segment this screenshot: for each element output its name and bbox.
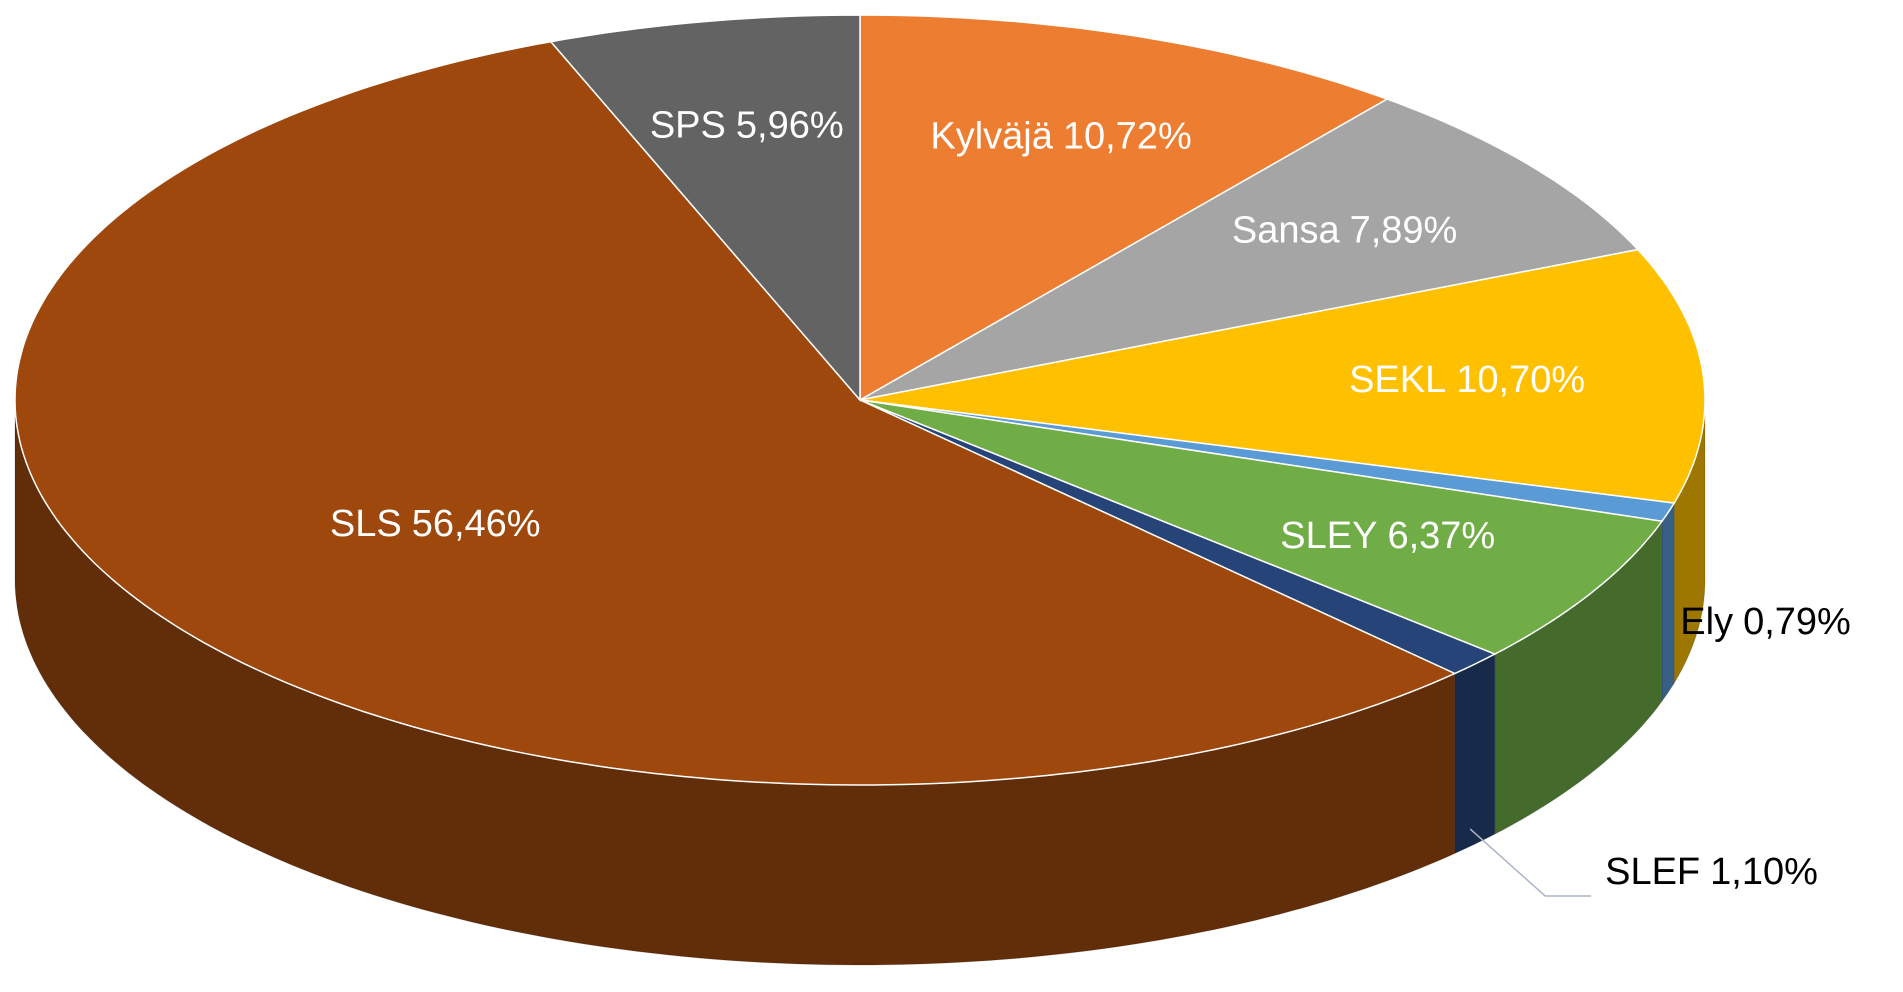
label-value: 0,79% [1743, 601, 1851, 643]
label-value: 6,37% [1387, 515, 1495, 557]
label-name: Kylväjä [930, 115, 1053, 157]
slice [14, 40, 1457, 786]
leader-line [1469, 828, 1592, 897]
label-name: SLEY [1280, 515, 1377, 557]
slice-side [1661, 501, 1675, 703]
label-value: 1,10% [1710, 851, 1818, 893]
data-label: SLS 56,46% [330, 503, 541, 545]
slice [859, 248, 1706, 504]
slice [859, 399, 1664, 655]
label-name: SPS [650, 105, 726, 147]
label-name: SEKL [1349, 359, 1446, 401]
label-value: 56,46% [412, 503, 541, 545]
label-value: 10,70% [1456, 359, 1585, 401]
slice [859, 98, 1640, 401]
data-label: Sansa 7,89% [1232, 209, 1458, 251]
slice [859, 14, 1389, 402]
data-label: Kylväjä 10,72% [930, 115, 1191, 157]
data-label: SLEY 6,37% [1280, 515, 1495, 557]
data-label: SPS 5,96% [650, 105, 844, 147]
data-label: Ely 0,79% [1680, 601, 1851, 643]
label-value: 7,89% [1350, 209, 1458, 251]
label-name: SLS [330, 503, 402, 545]
label-value: 10,72% [1063, 115, 1192, 157]
label-name: SLEF [1605, 851, 1700, 893]
label-name: Ely [1680, 601, 1733, 643]
slice-side [1454, 653, 1496, 855]
slice [549, 14, 861, 403]
data-label: SEKL 10,70% [1349, 359, 1585, 401]
label-value: 5,96% [736, 105, 844, 147]
data-label: SLEF 1,10% [1605, 851, 1818, 893]
label-name: Sansa [1232, 209, 1341, 251]
